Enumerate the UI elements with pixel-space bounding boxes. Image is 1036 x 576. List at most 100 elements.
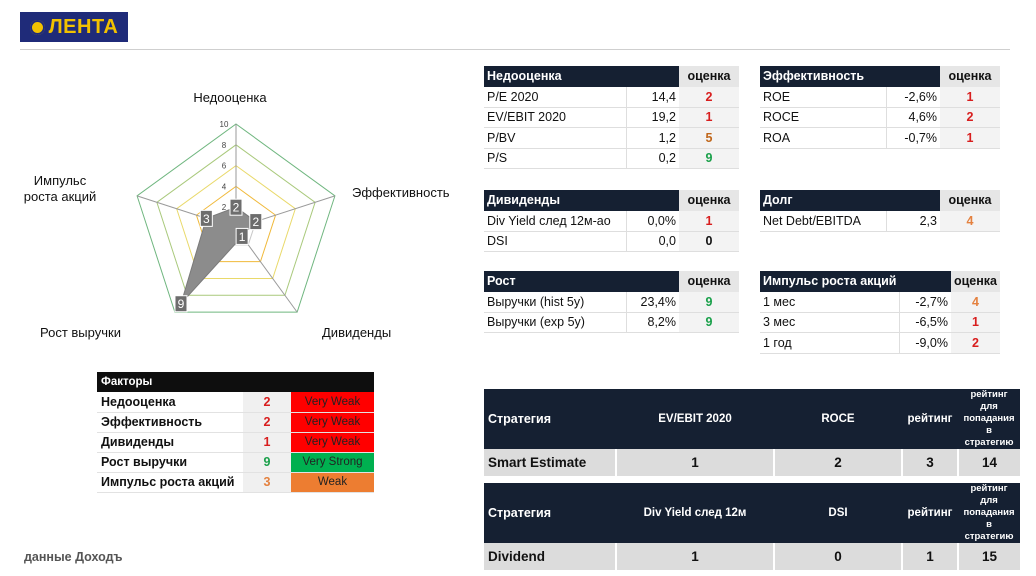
strategy-value: 3 (902, 449, 959, 476)
score-header: оценка (950, 271, 1000, 292)
metric-label: ROE (760, 86, 886, 108)
strategy-table-smart-estimate: Стратегия EV/EBIT 2020 ROCE рейтинг рейтинг … (484, 389, 1020, 476)
table-row: 3 мес -6,5% 1 (760, 312, 1000, 333)
radar-axis-label: Эффективность (352, 185, 450, 200)
radar-tick-label: 2 (222, 203, 227, 212)
factor-label: Недооценка (97, 392, 243, 413)
strategy-header: рейтинг для попадания в стратегию (958, 389, 1020, 449)
radar-chart: 024681022193НедооценкаЭффективностьДивид… (24, 90, 450, 340)
table-row: P/E 2020 14,4 2 (484, 86, 739, 108)
factor-label: Эффективность (97, 412, 243, 433)
table-title: Рост (484, 271, 626, 292)
strategy-value: 1 (616, 449, 775, 476)
radar-data-label: 3 (203, 212, 210, 226)
strategy-header: Стратегия (484, 389, 616, 449)
lenta-logo: ЛЕНТА (20, 12, 128, 42)
table-title: Эффективность (760, 66, 886, 87)
radar-data-label-box (249, 213, 263, 231)
metric-score: 9 (679, 291, 739, 313)
table-row: 1 мес -2,7% 4 (760, 291, 1000, 313)
radar-data-label-box (235, 227, 249, 245)
table-momentum: Импульс роста акций оценка 1 мес -2,7% 4 3 … (760, 271, 1000, 354)
radar-axis-label: Импульс роста акций (24, 173, 97, 204)
metric-value: 4,6% (885, 107, 940, 128)
flower-icon (29, 19, 45, 35)
radar-axis-label: Недооценка (193, 90, 267, 105)
radar-grid-ring (136, 123, 336, 313)
metric-score: 2 (679, 86, 739, 108)
metric-value: 0,2 (625, 148, 679, 169)
radar-data-label-box (229, 198, 243, 216)
metric-value: -2,6% (885, 86, 940, 108)
factors-table: Факторы Недооценка 2 Very Weak Эффективност… (97, 372, 374, 493)
table-debt: Долг оценка Net Debt/EBITDA 2,3 4 (760, 190, 1000, 232)
radar-data-label: 2 (252, 215, 259, 229)
metric-score: 1 (679, 210, 739, 232)
radar-grid-ring (176, 164, 296, 279)
metric-score: 2 (950, 332, 1000, 354)
strategy-header: Div Yield след 12м (616, 483, 774, 543)
metric-label: Выручки (exp 5y) (484, 312, 626, 333)
factor-rating-badge: Very Weak (291, 432, 374, 453)
metric-value: -6,5% (898, 312, 951, 333)
metric-score: 1 (679, 107, 739, 128)
factor-row: Дивиденды 1 Very Weak (97, 432, 374, 453)
factor-label: Рост выручки (97, 452, 243, 473)
factor-rating-badge: Very Weak (291, 412, 374, 433)
metric-label: P/BV (484, 127, 626, 149)
factors-title: Факторы (97, 372, 243, 392)
table-row: 1 год -9,0% 2 (760, 332, 1000, 354)
radar-tick-label: 6 (222, 162, 227, 171)
factor-row: Рост выручки 9 Very Strong (97, 452, 374, 473)
metric-value: -9,0% (898, 332, 951, 354)
factor-row: Недооценка 2 Very Weak (97, 392, 374, 413)
factor-score: 3 (243, 472, 291, 493)
factor-label: Дивиденды (97, 432, 243, 453)
factor-rating-badge: Very Strong (291, 452, 374, 473)
table-growth: Рост оценка Выручки (hist 5y) 23,4% 9 Выруч… (484, 271, 739, 333)
table-title: Долг (760, 190, 886, 211)
score-header: оценка (679, 271, 739, 292)
strategy-header: рейтинг (902, 483, 958, 543)
factor-row: Эффективность 2 Very Weak (97, 412, 374, 433)
table-title: Дивиденды (484, 190, 626, 211)
strategy-value: 0 (774, 543, 903, 570)
factor-score: 9 (243, 452, 291, 473)
radar-data-label-box (199, 209, 213, 227)
table-row: Div Yield след 12м-ао 0,0% 1 (484, 210, 739, 232)
radar-data-label-box (174, 295, 188, 313)
radar-data-label: 2 (233, 201, 240, 215)
metric-score: 1 (940, 86, 1000, 108)
radar-tick-label: 8 (222, 141, 227, 150)
metric-value: 19,2 (625, 107, 679, 128)
score-header: оценка (679, 190, 739, 211)
factor-row: Импульс роста акций 3 Weak (97, 472, 374, 493)
table-title: Недооценка (484, 66, 626, 87)
factor-rating-badge: Weak (291, 472, 374, 493)
metric-label: P/E 2020 (484, 86, 626, 108)
table-row: EV/EBIT 2020 19,2 1 (484, 107, 739, 128)
radar-tick-label: 4 (222, 182, 227, 191)
table-row: Выручки (hist 5y) 23,4% 9 (484, 291, 739, 313)
metric-score: 2 (940, 107, 1000, 128)
metric-score: 9 (679, 148, 739, 169)
table-row: ROA -0,7% 1 (760, 127, 1000, 149)
factor-score: 2 (243, 412, 291, 433)
metric-value: 0,0 (625, 231, 679, 252)
table-efficiency: Эффективность оценка ROE -2,6% 1 ROCE 4,6% 2 R… (760, 66, 1000, 149)
metric-value: 1,2 (625, 127, 679, 149)
metric-score: 9 (679, 312, 739, 333)
metric-label: Div Yield след 12м-ао (484, 210, 626, 232)
radar-data-label: 1 (239, 230, 246, 244)
table-row: ROE -2,6% 1 (760, 86, 1000, 108)
metric-label: DSI (484, 231, 626, 252)
score-header: оценка (940, 66, 1000, 87)
table-row: P/S 0,2 9 (484, 148, 739, 169)
metric-value: 0,0% (625, 210, 679, 232)
data-source-note: данные Доходъ (24, 550, 123, 564)
strategy-value: 14 (958, 449, 1020, 476)
strategy-header: Стратегия (484, 483, 616, 543)
metric-label: EV/EBIT 2020 (484, 107, 626, 128)
metric-label: ROCE (760, 107, 886, 128)
strategy-table-dividend: Стратегия Div Yield след 12м DSI рейтинг рей… (484, 483, 1020, 570)
